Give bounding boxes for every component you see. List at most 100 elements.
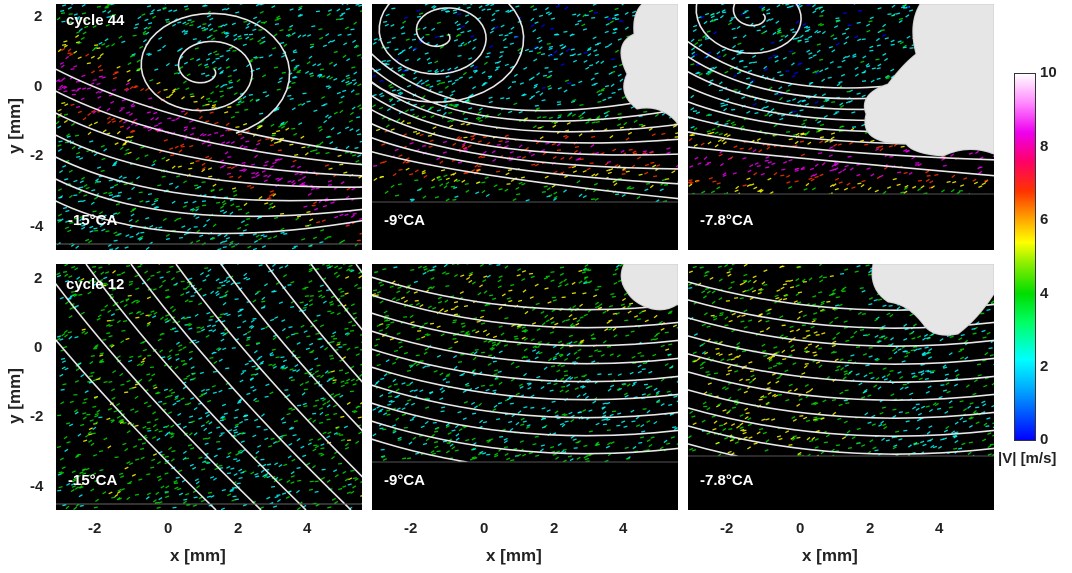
- panel-cycle12-15: cycle 12 -15°CA: [56, 264, 362, 510]
- wall-region: [688, 456, 994, 510]
- y-tick-label: -2: [30, 147, 44, 164]
- streamline: [688, 335, 994, 365]
- flow-field-cycle12-9: [372, 264, 678, 510]
- panel-cycle44-9: -9°CA: [372, 4, 678, 250]
- colorbar-tick: 6: [1040, 211, 1049, 228]
- colorbar-tick: 2: [1040, 358, 1049, 375]
- x-axis-label: x [mm]: [486, 546, 542, 565]
- spark-plug-shadow: [620, 264, 678, 311]
- streamline: [372, 384, 678, 419]
- streamline: [372, 81, 678, 133]
- flow-field-cycle12-7.8: [688, 264, 994, 510]
- streamline: [85, 264, 307, 510]
- streamline: [372, 137, 678, 185]
- streamline: [372, 95, 678, 144]
- streamline: [688, 146, 994, 177]
- streamline: [175, 264, 362, 478]
- streamline: [130, 264, 352, 510]
- streamline: [372, 109, 678, 156]
- wall-region: [372, 202, 678, 250]
- x-tick-label: -2: [404, 520, 418, 537]
- x-tick-label: 0: [796, 520, 805, 537]
- streamline: [688, 317, 994, 347]
- streamline: [56, 68, 362, 155]
- x-tick-label: 4: [619, 520, 628, 537]
- colorbar-tick: 10: [1040, 64, 1057, 81]
- streamline: [56, 90, 362, 166]
- streamline: [56, 134, 362, 188]
- panel-cycle12-7.8: -7.8°CA: [688, 264, 994, 510]
- y-tick-label: 2: [34, 8, 43, 25]
- x-tick-label: 4: [935, 520, 944, 537]
- crank-angle-label: -7.8°CA: [700, 212, 754, 229]
- velocity-vectors: [56, 264, 362, 510]
- y-tick-label: 0: [34, 339, 43, 356]
- streamline: [688, 425, 994, 455]
- x-tick-label: 0: [480, 520, 489, 537]
- colorbar-tick: 4: [1040, 285, 1049, 302]
- streamline: [372, 420, 678, 455]
- streamline: [140, 12, 291, 135]
- panel-cycle44-15: cycle 44 -15°CA: [56, 4, 362, 250]
- streamline: [372, 330, 678, 365]
- streamline: [688, 131, 994, 161]
- streamline: [688, 353, 994, 383]
- crank-angle-label: -7.8°CA: [700, 472, 754, 489]
- y-tick-label: 0: [34, 78, 43, 95]
- streamline: [372, 366, 678, 401]
- cycle-label-12: cycle 12: [66, 276, 125, 293]
- streamline: [310, 264, 362, 331]
- streamline: [688, 389, 994, 419]
- streamline: [372, 67, 678, 122]
- x-tick-label: -2: [720, 520, 734, 537]
- x-tick-label: 2: [550, 520, 559, 537]
- streamline: [265, 264, 362, 383]
- flow-field-cycle44-15: [56, 4, 362, 250]
- streamline: [372, 312, 678, 347]
- y-tick-label: 2: [34, 270, 43, 287]
- colorbar-label: |V| [m/s]: [998, 450, 1057, 467]
- streamline: [372, 53, 678, 112]
- streamline: [688, 407, 994, 437]
- colorbar: [1014, 73, 1036, 441]
- streamline: [372, 150, 678, 200]
- crank-angle-label: -15°CA: [68, 212, 118, 229]
- crank-angle-label: -9°CA: [384, 212, 426, 229]
- y-axis-label: y [mm]: [5, 98, 24, 154]
- x-axis-label: x [mm]: [170, 546, 226, 565]
- streamline: [372, 294, 678, 329]
- streamline: [372, 4, 525, 104]
- x-axis-label: x [mm]: [802, 546, 858, 565]
- crank-angle-label: -15°CA: [68, 472, 118, 489]
- streamline: [695, 4, 802, 55]
- flow-field-cycle44-9: [372, 4, 678, 250]
- colorbar-tick: 0: [1040, 431, 1049, 448]
- spark-plug-shadow: [863, 4, 994, 157]
- streamline: [372, 402, 678, 437]
- x-tick-label: 2: [866, 520, 875, 537]
- streamline: [56, 112, 362, 177]
- x-tick-label: 2: [234, 520, 243, 537]
- streamline: [220, 264, 362, 432]
- cycle-label-44: cycle 44: [66, 12, 125, 29]
- colorbar-tick: 8: [1040, 138, 1049, 155]
- streamline: [688, 371, 994, 401]
- streamline: [56, 156, 362, 202]
- streamline: [56, 282, 262, 510]
- y-axis-label: y [mm]: [5, 368, 24, 424]
- spark-plug-shadow: [620, 4, 678, 125]
- flow-field-cycle12-15: [56, 264, 362, 510]
- streamline: [56, 200, 362, 235]
- streamline: [372, 276, 678, 311]
- crank-angle-label: -9°CA: [384, 472, 426, 489]
- x-tick-label: 0: [164, 520, 173, 537]
- y-tick-label: -2: [30, 408, 44, 425]
- flow-field-cycle44-7.8: [688, 4, 994, 250]
- wall-region: [688, 194, 994, 250]
- streamline: [372, 348, 678, 383]
- streamline: [56, 338, 217, 510]
- streamline: [372, 123, 678, 170]
- streamline: [56, 178, 362, 218]
- panel-cycle44-7.8: -7.8°CA: [688, 4, 994, 250]
